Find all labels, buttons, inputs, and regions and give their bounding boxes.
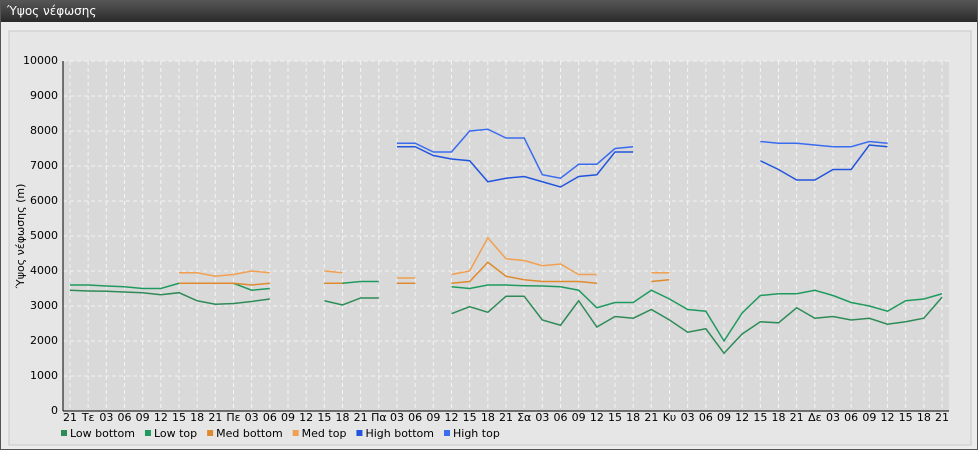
y-tick-label: 8000 [30, 124, 58, 137]
x-tick-label: 06 [699, 411, 713, 424]
x-tick-label: 09 [717, 411, 731, 424]
x-tick-label: 21 [644, 411, 658, 424]
x-tick-label: 03 [681, 411, 695, 424]
x-tick-label: 09 [281, 411, 295, 424]
x-tick-label: 18 [481, 411, 495, 424]
legend-swatch [292, 430, 299, 436]
y-tick-label: 3000 [30, 299, 58, 312]
x-tick-label: 18 [772, 411, 786, 424]
x-tick-label: Τε [81, 411, 95, 424]
x-tick-label: 03 [826, 411, 840, 424]
x-tick-label: Σα [517, 411, 531, 424]
x-tick-label: 21 [499, 411, 513, 424]
x-tick-label: 21 [63, 411, 77, 424]
x-tick-label: Δε [808, 411, 822, 424]
x-tick-label: 15 [172, 411, 186, 424]
x-tick-label: 12 [735, 411, 749, 424]
legend-swatch [207, 430, 214, 436]
series-line [179, 261, 670, 286]
x-tick-label: 21 [208, 411, 222, 424]
x-tick-label: 06 [118, 411, 132, 424]
x-tick-label: 03 [535, 411, 549, 424]
series-line [397, 128, 888, 180]
x-tick-label: 09 [572, 411, 586, 424]
x-tick-label: 06 [408, 411, 422, 424]
x-tick-label: Πε [226, 411, 240, 424]
legend-label: Med top [302, 427, 347, 440]
y-axis-label: Ύψος νέφωσης (m) [14, 184, 27, 290]
x-tick-label: 21 [935, 411, 949, 424]
x-tick-label: 18 [917, 411, 931, 424]
y-tick-label: 4000 [30, 264, 58, 277]
y-tick-label: 10000 [23, 54, 58, 67]
x-tick-label: 15 [608, 411, 622, 424]
x-tick-label: 12 [299, 411, 313, 424]
series-line [397, 144, 888, 188]
legend-swatch [356, 430, 363, 436]
x-tick-label: 03 [390, 411, 404, 424]
legend-swatch [61, 430, 67, 436]
legend-label: High bottom [365, 427, 434, 440]
x-tick-label: 06 [844, 411, 858, 424]
x-tick-label: 18 [190, 411, 204, 424]
x-tick-label: 06 [263, 411, 277, 424]
title-bar: Ύψος νέφωσης [1, 1, 977, 22]
x-tick-label: 06 [554, 411, 568, 424]
x-tick-label: 15 [463, 411, 477, 424]
y-tick-label: 0 [51, 404, 58, 417]
x-tick-label: 12 [590, 411, 604, 424]
x-tick-label: Κυ [663, 411, 677, 424]
x-tick-label: 09 [136, 411, 150, 424]
y-tick-label: 6000 [30, 194, 58, 207]
y-tick-label: 2000 [30, 334, 58, 347]
series-line [69, 289, 943, 355]
x-tick-label: Πα [371, 411, 387, 424]
x-tick-label: 15 [753, 411, 767, 424]
x-tick-label: 12 [881, 411, 895, 424]
x-tick-label: 12 [445, 411, 459, 424]
x-tick-label: 15 [899, 411, 913, 424]
y-tick-label: 5000 [30, 229, 58, 242]
x-tick-label: 18 [626, 411, 640, 424]
x-tick-label: 09 [862, 411, 876, 424]
legend-label: High top [453, 427, 500, 440]
x-tick-label: 09 [426, 411, 440, 424]
legend-swatch [144, 430, 151, 436]
y-tick-label: 9000 [30, 89, 58, 102]
y-tick-label: 7000 [30, 159, 58, 172]
legend-swatch [444, 430, 450, 436]
y-tick-label: 1000 [30, 369, 58, 382]
legend-label: Low bottom [70, 427, 135, 440]
x-tick-label: 21 [790, 411, 804, 424]
x-tick-label: 03 [245, 411, 259, 424]
x-tick-label: 12 [154, 411, 168, 424]
x-tick-label: 21 [354, 411, 368, 424]
x-tick-label: 03 [99, 411, 113, 424]
legend-label: Low top [154, 427, 197, 440]
x-tick-label: 15 [317, 411, 331, 424]
series-line [179, 236, 670, 279]
x-tick-label: 18 [336, 411, 350, 424]
legend-label: Med bottom [216, 427, 283, 440]
